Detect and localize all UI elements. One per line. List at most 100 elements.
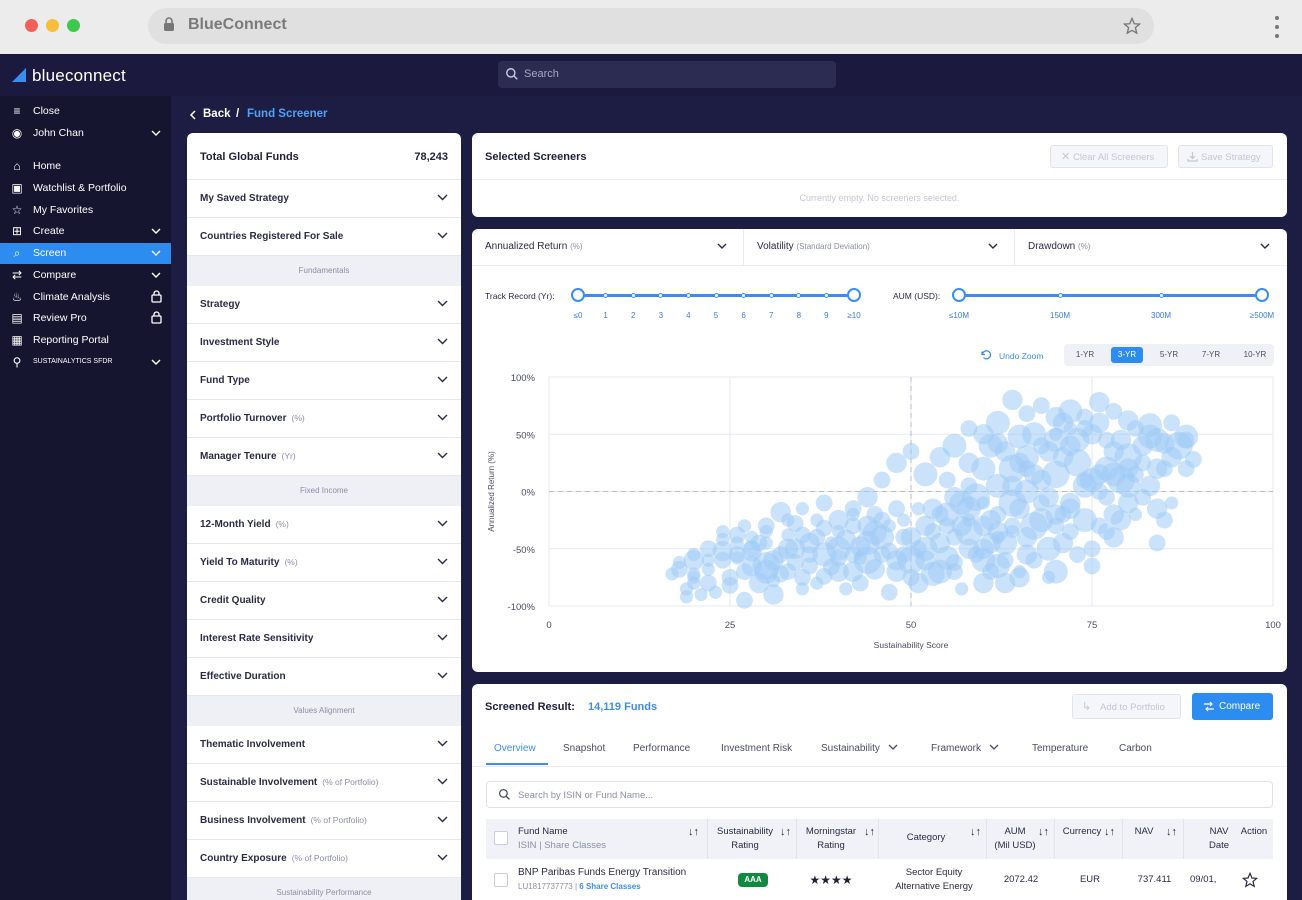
scatter-point[interactable] xyxy=(913,462,938,487)
scatter-point[interactable] xyxy=(960,420,978,437)
tab-overview[interactable]: Overview xyxy=(486,743,548,765)
scatter-point[interactable] xyxy=(927,559,952,584)
filter-manager-tenure[interactable]: Manager Tenure (Yr) xyxy=(187,438,461,476)
scatter-point[interactable] xyxy=(1002,475,1023,496)
track-record-handle[interactable] xyxy=(847,288,861,302)
tab-carbon[interactable]: Carbon xyxy=(1119,743,1152,754)
filter-countries[interactable]: Countries Registered For Sale xyxy=(187,218,461,256)
scatter-point[interactable] xyxy=(759,536,773,550)
select-all-checkbox[interactable] xyxy=(494,831,508,845)
scatter-point[interactable] xyxy=(1165,496,1179,510)
scatter-point[interactable] xyxy=(857,487,878,508)
favorite-star-icon[interactable] xyxy=(1242,872,1258,888)
scatter-point[interactable] xyxy=(1081,424,1103,445)
fund-name-link[interactable]: BNP Paribas Funds Energy Transition xyxy=(518,867,687,878)
tab-temperature[interactable]: Temperature xyxy=(1032,743,1088,754)
filter-business-inv[interactable]: Business Involvement (% of Portfolio) xyxy=(187,802,461,840)
scatter-point[interactable] xyxy=(944,487,965,508)
col-fund-name[interactable]: Fund Name xyxy=(518,826,568,837)
scatter-point[interactable] xyxy=(763,584,784,605)
scatter-point[interactable] xyxy=(795,582,809,596)
back-chevron-icon[interactable] xyxy=(189,110,197,120)
scatter-point[interactable] xyxy=(779,563,797,581)
scatter-point[interactable] xyxy=(679,590,694,604)
scatter-point[interactable] xyxy=(1105,402,1123,420)
scatter-point[interactable] xyxy=(962,513,976,527)
bookmark-star-icon[interactable] xyxy=(1123,17,1141,35)
scatter-point[interactable] xyxy=(846,507,860,521)
track-record-handle[interactable] xyxy=(571,288,585,302)
tab-sustainability[interactable]: Sustainability xyxy=(821,743,898,754)
scatter-point[interactable] xyxy=(1072,473,1097,498)
filter-ytm[interactable]: Yield To Maturity (%) xyxy=(187,544,461,582)
tab-performance[interactable]: Performance xyxy=(633,743,690,754)
scatter-point[interactable] xyxy=(1110,509,1132,531)
scatter-point[interactable] xyxy=(1098,431,1115,449)
scatter-point[interactable] xyxy=(1005,524,1019,539)
scatter-point[interactable] xyxy=(1052,446,1074,468)
scatter-point[interactable] xyxy=(810,513,824,527)
scatter-point[interactable] xyxy=(1013,565,1027,579)
scatter-point[interactable] xyxy=(886,452,907,474)
scatter-point[interactable] xyxy=(1128,507,1143,521)
scatter-point[interactable] xyxy=(687,567,701,581)
scatter-point[interactable] xyxy=(1058,399,1083,424)
scatter-point[interactable] xyxy=(960,477,978,495)
col-sustainability[interactable]: Sustainability xyxy=(717,826,773,837)
scatter-point[interactable] xyxy=(1146,498,1168,519)
period-10-yr[interactable]: 10-YR xyxy=(1243,350,1267,359)
scatter-point[interactable] xyxy=(911,502,925,516)
scatter-point[interactable] xyxy=(1029,508,1054,533)
sidebar-item-screen[interactable]: ⌕ Screen xyxy=(0,243,171,264)
scatter-point[interactable] xyxy=(1063,421,1077,436)
scatter-point[interactable] xyxy=(687,576,701,590)
filter-saved[interactable]: My Saved Strategy xyxy=(187,180,461,218)
scatter-point[interactable] xyxy=(1118,410,1139,431)
filter-credit-quality[interactable]: Credit Quality xyxy=(187,582,461,620)
sidebar-item-home[interactable]: ⌂ Home xyxy=(0,156,171,177)
scatter-point[interactable] xyxy=(982,563,1000,581)
scatter-point[interactable] xyxy=(994,572,1016,594)
tab-investment-risk[interactable]: Investment Risk xyxy=(721,743,792,754)
sidebar-item-create[interactable]: ⊞ Create xyxy=(0,221,171,242)
scatter-point[interactable] xyxy=(987,433,1009,454)
scatter-point[interactable] xyxy=(1083,557,1101,575)
col-currency[interactable]: Currency xyxy=(1062,826,1102,837)
scatter-point[interactable] xyxy=(866,506,884,523)
close-window-dot[interactable] xyxy=(25,19,38,32)
scatter-point[interactable] xyxy=(902,443,920,460)
scatter-point[interactable] xyxy=(1163,414,1181,432)
scatter-point[interactable] xyxy=(873,471,891,489)
scatter-point[interactable] xyxy=(828,561,849,582)
col-morningstar[interactable]: Morningstar xyxy=(805,826,857,837)
scatter-point[interactable] xyxy=(1018,405,1036,423)
scatter-point[interactable] xyxy=(1032,494,1050,512)
scatter-point[interactable] xyxy=(1184,451,1202,468)
scatter-point[interactable] xyxy=(721,568,739,586)
scatter-point[interactable] xyxy=(924,523,942,540)
period-7-yr[interactable]: 7-YR xyxy=(1201,350,1221,359)
scatter-point[interactable] xyxy=(1161,446,1182,468)
scatter-point[interactable] xyxy=(701,553,715,567)
undo-zoom-button[interactable]: Undo Zoom xyxy=(999,351,1044,361)
sort-icon[interactable]: ↓↑ xyxy=(688,826,699,838)
scatter-point[interactable] xyxy=(824,536,838,550)
scatter-point[interactable] xyxy=(1032,397,1050,415)
scatter-point[interactable] xyxy=(996,551,1014,569)
sort-icon[interactable]: ↓↑ xyxy=(1104,826,1115,838)
clear-screeners-button[interactable]: ✕ Clear All Screeners xyxy=(1050,145,1168,168)
sort-icon[interactable]: ↓↑ xyxy=(970,826,981,838)
scatter-point[interactable] xyxy=(828,509,849,531)
filter-sustainable-inv[interactable]: Sustainable Involvement (% of Portfolio) xyxy=(187,764,461,802)
scatter-point[interactable] xyxy=(832,524,846,539)
scatter-point[interactable] xyxy=(1089,391,1110,413)
breadcrumb-back[interactable]: Back xyxy=(203,108,231,120)
scatter-point[interactable] xyxy=(1134,488,1152,506)
app-logo[interactable]: blueconnect xyxy=(32,66,126,85)
scatter-point[interactable] xyxy=(810,576,824,590)
scatter-point[interactable] xyxy=(938,517,956,535)
scatter-point[interactable] xyxy=(815,494,833,512)
scatter-point[interactable] xyxy=(699,574,717,592)
metric-dropdown-drawdown[interactable]: Drawdown (%) xyxy=(1028,241,1090,252)
scatter-point[interactable] xyxy=(1098,523,1115,540)
